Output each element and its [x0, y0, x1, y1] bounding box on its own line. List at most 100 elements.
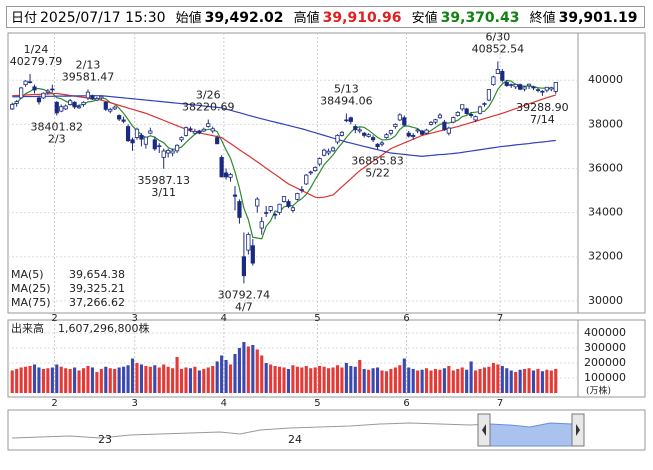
volume-bar [193, 366, 197, 393]
candle-body [428, 121, 434, 125]
candle-body [322, 149, 327, 156]
candle-body [72, 101, 77, 108]
candle-body [469, 114, 474, 116]
candle-body [379, 142, 385, 145]
candle-body [192, 131, 197, 134]
volume-bar [451, 370, 455, 393]
navigator-line [11, 422, 491, 439]
x-tick-label: 6 [403, 313, 409, 324]
annotation-date: 4/7 [235, 300, 253, 313]
candle-body [317, 158, 322, 165]
volume-bar [402, 358, 406, 393]
candle-body [41, 92, 46, 99]
volume-bar [99, 368, 103, 393]
volume-bar [215, 361, 219, 393]
annotation-date: 7/14 [530, 113, 555, 126]
x-tick-label: 3 [132, 313, 138, 324]
candle-body [139, 134, 144, 140]
volume-bar [398, 365, 402, 393]
x-tick-label: 4 [221, 398, 227, 409]
candle-body [264, 212, 269, 214]
candle-body [152, 139, 157, 150]
header-label: 高値 [293, 11, 320, 26]
x-tick-label: 2 [51, 398, 57, 409]
candle-body [268, 206, 273, 211]
volume-bar [139, 364, 143, 393]
volume-bar [162, 364, 166, 393]
navigator-range[interactable] [489, 422, 573, 447]
header-label: 安値 [411, 11, 438, 26]
y-tick-label: 32000 [588, 250, 623, 263]
volume-bar [171, 368, 175, 393]
volume-bar [474, 370, 478, 393]
volume-bar [282, 367, 286, 393]
y-tick-label: 38000 [588, 117, 623, 130]
volume-bar [425, 368, 429, 393]
volume-bar [536, 368, 540, 393]
volume-bar [126, 365, 130, 393]
volume-bar [496, 364, 500, 393]
navigator: 23 24 [7, 409, 646, 451]
candle-body [161, 150, 166, 158]
volume-bar [122, 366, 126, 393]
candle-body [357, 129, 362, 132]
volume-bar [211, 365, 215, 393]
volume-bar [371, 368, 375, 393]
volume-bar [77, 370, 81, 393]
candle-body [45, 90, 50, 93]
volume-bar [295, 366, 299, 393]
candle-body [504, 82, 509, 86]
candle-body [455, 112, 460, 116]
candle-body [188, 128, 193, 131]
volume-bar [518, 369, 522, 393]
volume-bar [148, 366, 152, 393]
candle-body [125, 126, 131, 142]
volume-bar [260, 355, 264, 393]
volume-tick-label: 300000 [584, 341, 626, 354]
volume-bar [344, 362, 348, 393]
candle-body [59, 106, 64, 112]
candle-body [464, 108, 469, 114]
annotation-price: 35987.13 [137, 174, 190, 187]
volume-bar [117, 367, 121, 393]
x-tick-label: 3 [132, 398, 138, 409]
volume-bar [166, 366, 170, 393]
candle-body [477, 106, 483, 114]
volume-bar [482, 367, 487, 393]
candle-body [76, 106, 82, 109]
volume-bar [220, 355, 224, 393]
candle-body [406, 132, 411, 137]
legend-name: MA(5) [11, 268, 44, 281]
volume-bar [322, 366, 326, 393]
candle-body [544, 86, 549, 91]
candle-body [402, 117, 407, 126]
volume-bar [318, 365, 322, 393]
candle-body [50, 88, 55, 91]
header-date: 2025/07/17 15:30 [40, 10, 166, 26]
candle-body [255, 198, 260, 207]
candle-body [121, 119, 126, 122]
candle-body [157, 145, 162, 147]
volume-bar [393, 367, 397, 393]
annotation-price: 30792.74 [218, 288, 271, 301]
volume-bar [64, 368, 68, 393]
volume-bar [179, 368, 184, 393]
x-tick-label: 7 [497, 398, 503, 409]
y-tick-label: 36000 [588, 161, 623, 174]
candle-body [495, 69, 500, 74]
candle-body [81, 101, 86, 105]
annotation-price: 40279.79 [10, 55, 63, 68]
volume-bar [41, 368, 45, 393]
navigator-label: 24 [288, 433, 302, 446]
volume-bar [331, 367, 335, 393]
x-tick-label: 5 [314, 398, 320, 409]
candle-body [197, 130, 202, 134]
volume-bar [509, 370, 513, 393]
volume-bar [233, 353, 237, 393]
volume-bar [411, 368, 415, 393]
volume-bar [487, 366, 491, 393]
volume-bar [500, 365, 504, 393]
annotation-date: 1/24 [24, 43, 49, 56]
candle-body [371, 137, 376, 141]
volume-bar [113, 368, 117, 393]
